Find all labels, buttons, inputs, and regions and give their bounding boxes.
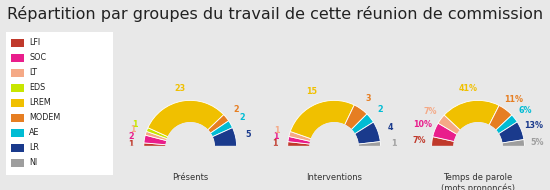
Text: Temps de parole
(mots prononcés): Temps de parole (mots prononcés) bbox=[441, 173, 515, 190]
Text: Interventions: Interventions bbox=[306, 173, 362, 182]
Bar bbox=[11, 54, 24, 62]
Text: 2: 2 bbox=[129, 132, 134, 141]
Text: AE: AE bbox=[29, 128, 40, 137]
Text: NI: NI bbox=[29, 158, 37, 167]
Bar bbox=[260, 146, 409, 184]
Bar bbox=[11, 84, 24, 92]
Wedge shape bbox=[288, 136, 311, 144]
Bar bbox=[11, 159, 24, 167]
Text: 1: 1 bbox=[133, 120, 138, 129]
Wedge shape bbox=[498, 122, 524, 143]
Wedge shape bbox=[145, 131, 167, 141]
Text: 41%: 41% bbox=[458, 84, 477, 93]
Wedge shape bbox=[432, 137, 454, 147]
Wedge shape bbox=[212, 128, 236, 147]
Wedge shape bbox=[351, 114, 373, 134]
Text: Répartition par groupes du travail de cette réunion de commission: Répartition par groupes du travail de ce… bbox=[7, 6, 543, 22]
Text: 7%: 7% bbox=[424, 107, 437, 116]
Wedge shape bbox=[290, 100, 354, 139]
Wedge shape bbox=[210, 121, 233, 137]
Bar bbox=[11, 114, 24, 122]
Wedge shape bbox=[358, 142, 381, 147]
Wedge shape bbox=[288, 142, 310, 147]
Text: 13%: 13% bbox=[524, 121, 543, 130]
Text: 1: 1 bbox=[272, 139, 278, 148]
Text: 1: 1 bbox=[390, 139, 396, 148]
Text: LREM: LREM bbox=[29, 98, 51, 107]
Text: LT: LT bbox=[29, 68, 37, 77]
Wedge shape bbox=[144, 143, 166, 147]
Text: 1: 1 bbox=[128, 140, 134, 149]
Text: 6%: 6% bbox=[518, 106, 532, 115]
Wedge shape bbox=[345, 105, 367, 130]
Text: 7%: 7% bbox=[412, 136, 426, 145]
Wedge shape bbox=[502, 139, 525, 147]
Text: SOC: SOC bbox=[29, 53, 46, 62]
Circle shape bbox=[166, 123, 214, 171]
Text: LFI: LFI bbox=[29, 38, 40, 47]
Text: MODEM: MODEM bbox=[29, 113, 60, 122]
Wedge shape bbox=[489, 105, 512, 130]
Text: 1: 1 bbox=[273, 132, 278, 141]
Wedge shape bbox=[433, 123, 457, 142]
Text: 1: 1 bbox=[131, 125, 136, 134]
Wedge shape bbox=[148, 100, 224, 137]
FancyBboxPatch shape bbox=[3, 29, 115, 178]
Bar bbox=[11, 99, 24, 107]
Bar bbox=[11, 144, 24, 152]
Wedge shape bbox=[496, 115, 517, 134]
Circle shape bbox=[310, 123, 358, 171]
Text: 3: 3 bbox=[366, 94, 371, 103]
Text: 4: 4 bbox=[387, 123, 393, 132]
Text: 5%: 5% bbox=[531, 138, 544, 147]
Text: LR: LR bbox=[29, 143, 39, 152]
Text: 2: 2 bbox=[239, 113, 245, 122]
Wedge shape bbox=[289, 131, 311, 141]
Text: 5: 5 bbox=[245, 130, 251, 139]
Text: 2: 2 bbox=[234, 105, 239, 114]
Text: Présents: Présents bbox=[172, 173, 208, 182]
Wedge shape bbox=[355, 122, 380, 144]
Bar bbox=[11, 129, 24, 137]
Wedge shape bbox=[208, 115, 229, 133]
Bar bbox=[116, 146, 265, 184]
Wedge shape bbox=[438, 115, 460, 135]
Text: 15: 15 bbox=[306, 87, 317, 96]
Text: 10%: 10% bbox=[413, 120, 432, 129]
Circle shape bbox=[454, 123, 502, 171]
Wedge shape bbox=[144, 135, 167, 145]
Text: 11%: 11% bbox=[504, 95, 523, 104]
Text: EDS: EDS bbox=[29, 83, 45, 92]
Wedge shape bbox=[146, 128, 168, 139]
Bar bbox=[404, 146, 550, 184]
Text: 2: 2 bbox=[378, 105, 383, 114]
Text: 1: 1 bbox=[274, 126, 280, 135]
Wedge shape bbox=[444, 100, 499, 130]
Bar bbox=[11, 69, 24, 77]
Bar bbox=[11, 39, 24, 47]
Text: 23: 23 bbox=[174, 84, 186, 93]
